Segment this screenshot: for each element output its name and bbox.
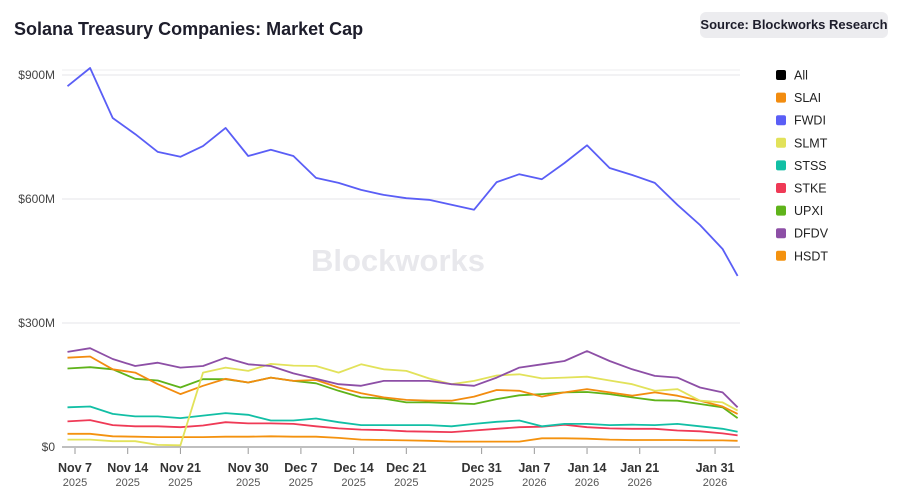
source-badge: Source: Blockworks Research (700, 12, 888, 38)
x-tick-year: 2025 (236, 477, 260, 489)
x-tick-label: Dec 14 (333, 461, 373, 475)
x-tick-label: Nov 30 (228, 461, 269, 475)
x-tick-year: 2025 (341, 477, 365, 489)
x-tick-year: 2026 (522, 477, 546, 489)
y-tick-label: $900M (18, 68, 55, 82)
x-tick-label: Nov 21 (160, 461, 201, 475)
legend-item-all[interactable]: All (776, 69, 808, 83)
x-tick-year: 2026 (575, 477, 599, 489)
legend-swatch (776, 205, 786, 216)
series-line-slmt (67, 362, 739, 447)
legend-swatch (776, 250, 786, 261)
x-tick-year: 2026 (703, 477, 727, 489)
legend-swatch (776, 137, 786, 148)
x-tick-year: 2025 (289, 477, 313, 489)
legend-item-stss[interactable]: STSS (776, 159, 827, 173)
legend-label: UPXI (794, 204, 823, 218)
series-line-dfdv (67, 347, 739, 408)
legend-swatch (776, 160, 786, 171)
legend-item-slmt[interactable]: SLMT (776, 136, 828, 150)
series-line-stss (67, 405, 738, 433)
x-tick-label: Dec 31 (461, 461, 501, 475)
series-line-slai (67, 355, 738, 415)
legend-label: STSS (794, 159, 827, 173)
legend-swatch (776, 115, 786, 126)
legend-label: STKE (794, 182, 827, 196)
x-tick-label: Dec 21 (386, 461, 426, 475)
legend-label: SLAI (794, 91, 821, 105)
x-tick-label: Nov 14 (107, 461, 148, 475)
legend-item-slai[interactable]: SLAI (776, 91, 821, 105)
x-tick-year: 2025 (63, 477, 87, 489)
x-tick-label: Jan 31 (696, 461, 735, 475)
legend-label: HSDT (794, 249, 828, 263)
legend-swatch (776, 70, 786, 80)
watermark: Blockworks (311, 243, 485, 278)
x-tick-year: 2025 (168, 477, 192, 489)
x-tick-year: 2025 (394, 477, 418, 489)
x-tick-label: Jan 7 (518, 461, 550, 475)
legend-label: All (794, 69, 808, 83)
y-tick-label: $0 (42, 440, 56, 454)
legend-item-dfdv[interactable]: DFDV (776, 227, 829, 241)
x-tick-label: Jan 21 (620, 461, 659, 475)
legend-swatch (776, 92, 786, 103)
x-tick-year: 2025 (115, 477, 139, 489)
chart-title: Solana Treasury Companies: Market Cap (14, 19, 364, 39)
y-tick-label: $300M (18, 316, 55, 330)
y-tick-label: $600M (18, 192, 55, 206)
legend-label: SLMT (794, 136, 828, 150)
x-tick-year: 2026 (628, 477, 652, 489)
series-line-upxi (67, 366, 739, 419)
x-tick-label: Nov 7 (58, 461, 92, 475)
series-line-stke (67, 419, 738, 437)
legend-item-upxi[interactable]: UPXI (776, 204, 823, 218)
series-line-fwdi (66, 67, 739, 277)
series-line-hsdt (67, 432, 738, 443)
legend-item-hsdt[interactable]: HSDT (776, 249, 828, 263)
legend-swatch (776, 183, 786, 193)
legend-label: DFDV (794, 227, 829, 241)
x-tick-label: Jan 14 (568, 461, 607, 475)
x-tick-label: Dec 7 (284, 461, 317, 475)
legend-item-fwdi[interactable]: FWDI (776, 114, 826, 128)
x-tick-year: 2025 (469, 477, 493, 489)
legend-item-stke[interactable]: STKE (776, 182, 827, 196)
legend-swatch (776, 228, 786, 239)
legend-label: FWDI (794, 114, 826, 128)
